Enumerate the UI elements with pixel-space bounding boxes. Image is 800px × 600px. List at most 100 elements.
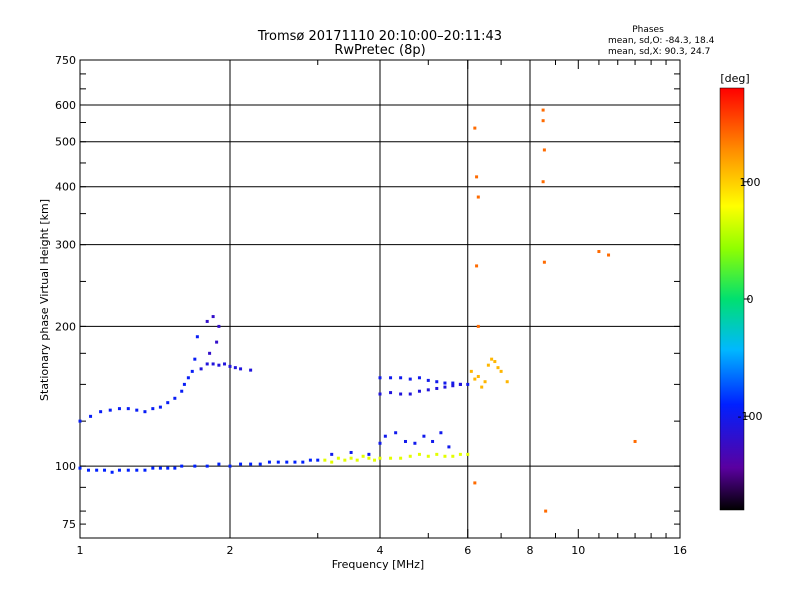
data-point xyxy=(394,431,398,435)
data-point xyxy=(633,439,637,443)
data-point xyxy=(205,362,209,366)
data-point xyxy=(476,324,480,328)
data-point xyxy=(480,385,484,389)
data-point xyxy=(239,367,243,371)
colorbar-tick-label: -100 xyxy=(738,410,763,423)
data-point xyxy=(99,410,103,414)
colorbar-label: [deg] xyxy=(720,72,749,85)
data-point xyxy=(349,450,353,454)
data-point xyxy=(447,445,451,449)
data-point xyxy=(293,460,297,464)
colorbar-tick-label: 100 xyxy=(740,176,761,189)
x-tick-label: 2 xyxy=(227,544,234,557)
data-point xyxy=(158,405,162,409)
data-point xyxy=(493,360,497,364)
data-point xyxy=(475,175,479,179)
data-point xyxy=(544,509,548,513)
colorbar: [deg] 100 0 -100 xyxy=(719,72,763,511)
data-point xyxy=(422,434,426,438)
data-point xyxy=(378,392,382,396)
data-point xyxy=(249,368,253,372)
data-point xyxy=(143,410,147,414)
data-point xyxy=(95,468,99,472)
data-point xyxy=(426,378,430,382)
data-point xyxy=(476,195,480,199)
y-axis-label: Stationary phase Virtual Height [km] xyxy=(38,199,51,401)
data-point xyxy=(378,456,382,460)
data-point xyxy=(228,364,232,368)
data-point xyxy=(211,362,215,366)
data-point xyxy=(117,407,121,411)
data-point xyxy=(443,385,447,389)
data-point xyxy=(451,384,455,388)
colorbar-gradient xyxy=(719,87,745,511)
data-point xyxy=(217,363,221,367)
y-tick-label: 100 xyxy=(55,460,76,473)
data-point xyxy=(126,407,130,411)
x-tick-label: 10 xyxy=(571,544,585,557)
data-point xyxy=(285,460,289,464)
data-point xyxy=(389,456,393,460)
y-tick-label: 500 xyxy=(55,136,76,149)
data-point xyxy=(466,382,470,386)
x-tick-label: 6 xyxy=(464,544,471,557)
data-point xyxy=(323,458,327,462)
data-point xyxy=(205,319,209,323)
data-point xyxy=(431,439,435,443)
y-tick-label: 750 xyxy=(55,54,76,67)
data-point xyxy=(403,439,407,443)
data-point xyxy=(469,369,473,373)
data-point xyxy=(541,119,545,123)
data-point xyxy=(490,357,494,361)
data-point xyxy=(193,357,197,361)
data-point xyxy=(367,456,371,460)
data-point xyxy=(103,468,107,472)
data-point xyxy=(173,396,177,400)
data-point xyxy=(373,458,377,462)
data-point xyxy=(542,260,546,264)
data-point xyxy=(211,315,215,319)
data-point xyxy=(78,466,82,470)
data-point xyxy=(383,434,387,438)
data-point xyxy=(258,462,262,466)
data-point xyxy=(408,454,412,458)
x-axis-ticks: 1 2 4 6 8 10 16 xyxy=(77,60,687,557)
data-point xyxy=(505,380,509,384)
data-point xyxy=(173,466,177,470)
data-point xyxy=(108,408,112,412)
y-tick-label: 75 xyxy=(62,518,76,531)
data-point xyxy=(180,389,184,393)
data-point xyxy=(435,386,439,390)
data-point xyxy=(443,381,447,385)
data-point xyxy=(316,458,320,462)
chart-title-line1: Tromsø 20171110 20:10:00–20:11:43 xyxy=(257,29,502,44)
data-point xyxy=(233,366,237,370)
data-point xyxy=(330,452,334,456)
data-point xyxy=(166,466,170,470)
data-point xyxy=(378,376,382,380)
data-point xyxy=(355,458,359,462)
phases-heading: Phases xyxy=(632,25,664,35)
data-point xyxy=(451,454,455,458)
data-point xyxy=(417,452,421,456)
data-point xyxy=(186,376,190,380)
data-point xyxy=(399,456,403,460)
x-tick-label: 8 xyxy=(527,544,534,557)
data-point xyxy=(408,377,412,381)
data-point xyxy=(473,126,477,130)
x-tick-label: 1 xyxy=(77,544,84,557)
data-point xyxy=(223,362,227,366)
data-point xyxy=(361,454,365,458)
chart-title-line2: RwPretec (8p) xyxy=(334,43,425,58)
data-point xyxy=(301,460,305,464)
x-tick-label: 16 xyxy=(673,544,687,557)
data-point xyxy=(267,460,271,464)
grid-lines xyxy=(80,60,680,538)
data-point xyxy=(413,441,417,445)
data-point xyxy=(166,401,170,405)
data-point xyxy=(607,253,611,257)
data-point xyxy=(486,363,490,367)
data-point xyxy=(399,376,403,380)
data-point xyxy=(451,381,455,385)
